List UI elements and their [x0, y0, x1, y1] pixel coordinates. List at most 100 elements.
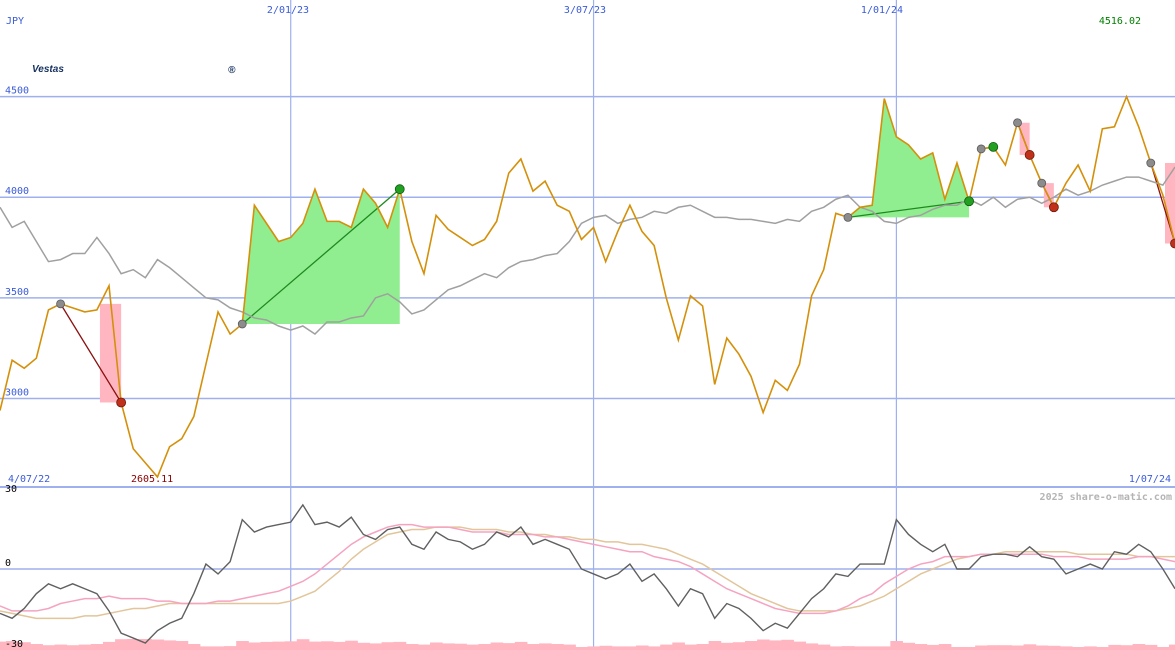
copyright-label: 2025 share-o-matic.com — [1040, 491, 1172, 503]
oscillator-bar — [587, 646, 601, 650]
oscillator-bar — [187, 644, 201, 650]
oscillator-bar — [841, 646, 855, 650]
oscillator-main-line — [0, 503, 1175, 644]
y-tick-label: 4000 — [5, 186, 29, 197]
oscillator-bar — [454, 643, 467, 650]
oscillator-bar — [78, 644, 92, 650]
oscillator-bar — [684, 644, 698, 650]
oscillator-bar — [902, 642, 916, 650]
oscillator-bar — [333, 641, 346, 650]
oscillator-bar — [1144, 644, 1158, 650]
logo-wordmark: Vestas — [32, 64, 64, 75]
trade-loss-area — [1043, 183, 1054, 208]
oscillator-bar — [660, 644, 673, 650]
date-label-top: 1/01/24 — [861, 5, 903, 16]
oscillator-bar — [526, 644, 540, 650]
oscillator-bar — [769, 640, 782, 650]
oscillator-bar — [890, 641, 903, 650]
oscillator-bar — [345, 640, 358, 650]
oscillator-bar — [478, 644, 492, 650]
oscillator-bar — [1059, 646, 1073, 650]
oscillator-bar — [175, 641, 189, 650]
oscillator-bar — [732, 642, 746, 650]
oscillator-bar — [514, 641, 528, 650]
trade-exit-dot — [1170, 238, 1175, 249]
oscillator-bar — [199, 646, 213, 650]
oscillator-panel: 30 0 -30 — [0, 484, 1175, 650]
oscillator-bar — [417, 644, 431, 650]
oscillator-bar — [308, 641, 322, 650]
oscillator-fast-line — [0, 523, 1175, 615]
oscillator-bar — [938, 644, 952, 650]
oscillator-bar — [793, 641, 807, 650]
trade-exit-dot — [116, 397, 127, 408]
oscillator-bar — [817, 644, 831, 650]
oscillator-bar — [708, 641, 722, 650]
oscillator-bar — [987, 645, 1000, 650]
currency-label: JPY — [6, 16, 24, 27]
oscillator-bar — [163, 640, 177, 650]
oscillator-bar — [442, 643, 455, 650]
trade-entry-dot — [56, 299, 65, 309]
oscillator-bar — [744, 641, 758, 650]
oscillator-bar — [381, 642, 395, 650]
oscillator-bar — [926, 644, 940, 650]
oscillator-bar — [575, 647, 588, 650]
oscillator-bar — [757, 639, 770, 650]
trade-gain-area — [847, 98, 970, 218]
oscillator-bar — [1108, 644, 1121, 650]
oscillator-bar — [611, 646, 625, 650]
oscillator-bar — [90, 644, 104, 650]
y-tick-label: 3000 — [5, 387, 29, 398]
trade-exit-dot — [964, 196, 974, 207]
oscillator-bar — [224, 646, 237, 650]
oscillator-bar — [975, 645, 988, 650]
oscillator-bar — [42, 645, 56, 650]
oscillator-bar — [1072, 647, 1085, 650]
oscillator-bar — [127, 639, 140, 650]
oscillator-bar — [102, 641, 116, 650]
trade-exit-dot — [988, 142, 999, 152]
trade-gain-line — [847, 200, 970, 218]
oscillator-bar — [696, 644, 710, 650]
trade-loss-area — [1019, 122, 1030, 155]
y-tick-label: 3500 — [5, 287, 29, 298]
logo-registered-mark: ® — [228, 65, 236, 76]
oscillator-axis-labels: 30 0 -30 — [5, 484, 23, 650]
oscillator-bar — [672, 642, 685, 650]
benchmark-line — [0, 166, 1175, 336]
trade-entry-dot — [976, 144, 986, 154]
oscillator-slow-line — [0, 526, 1175, 620]
trade-gain-line — [241, 188, 401, 325]
oscillator-bar — [539, 643, 552, 650]
oscillator-bar — [1023, 644, 1037, 650]
date-label-top: 2/01/23 — [267, 5, 309, 16]
oscillator-bar — [866, 646, 879, 650]
oscillator-bar — [1168, 644, 1175, 650]
oscillator-bar — [430, 642, 443, 650]
oscillator-bar — [829, 646, 843, 650]
oscillator-bar — [139, 639, 152, 650]
oscillator-bar — [1047, 645, 1061, 650]
oscillator-bar — [999, 645, 1012, 650]
oscillator-bar — [720, 642, 734, 650]
oscillator-bar — [635, 645, 649, 650]
trade-exit-dot — [1048, 202, 1059, 213]
oscillator-tick-label: -30 — [5, 639, 23, 650]
oscillator-bar — [781, 639, 794, 650]
date-start-label: 4/07/22 — [8, 474, 50, 485]
trade-entry-dot — [1013, 118, 1022, 128]
oscillator-bar — [30, 644, 43, 650]
oscillator-bars — [0, 639, 1175, 650]
oscillator-bar — [466, 644, 479, 650]
oscillator-bar — [805, 643, 819, 650]
oscillator-bar — [853, 646, 867, 650]
oscillator-bar — [563, 644, 576, 650]
oscillator-bar — [599, 645, 613, 650]
trade-dots — [56, 118, 1175, 408]
oscillator-tick-label: 0 — [5, 558, 11, 569]
oscillator-tick-label: 30 — [5, 484, 17, 495]
trade-loss-area — [1165, 163, 1175, 244]
oscillator-bar — [0, 641, 7, 650]
